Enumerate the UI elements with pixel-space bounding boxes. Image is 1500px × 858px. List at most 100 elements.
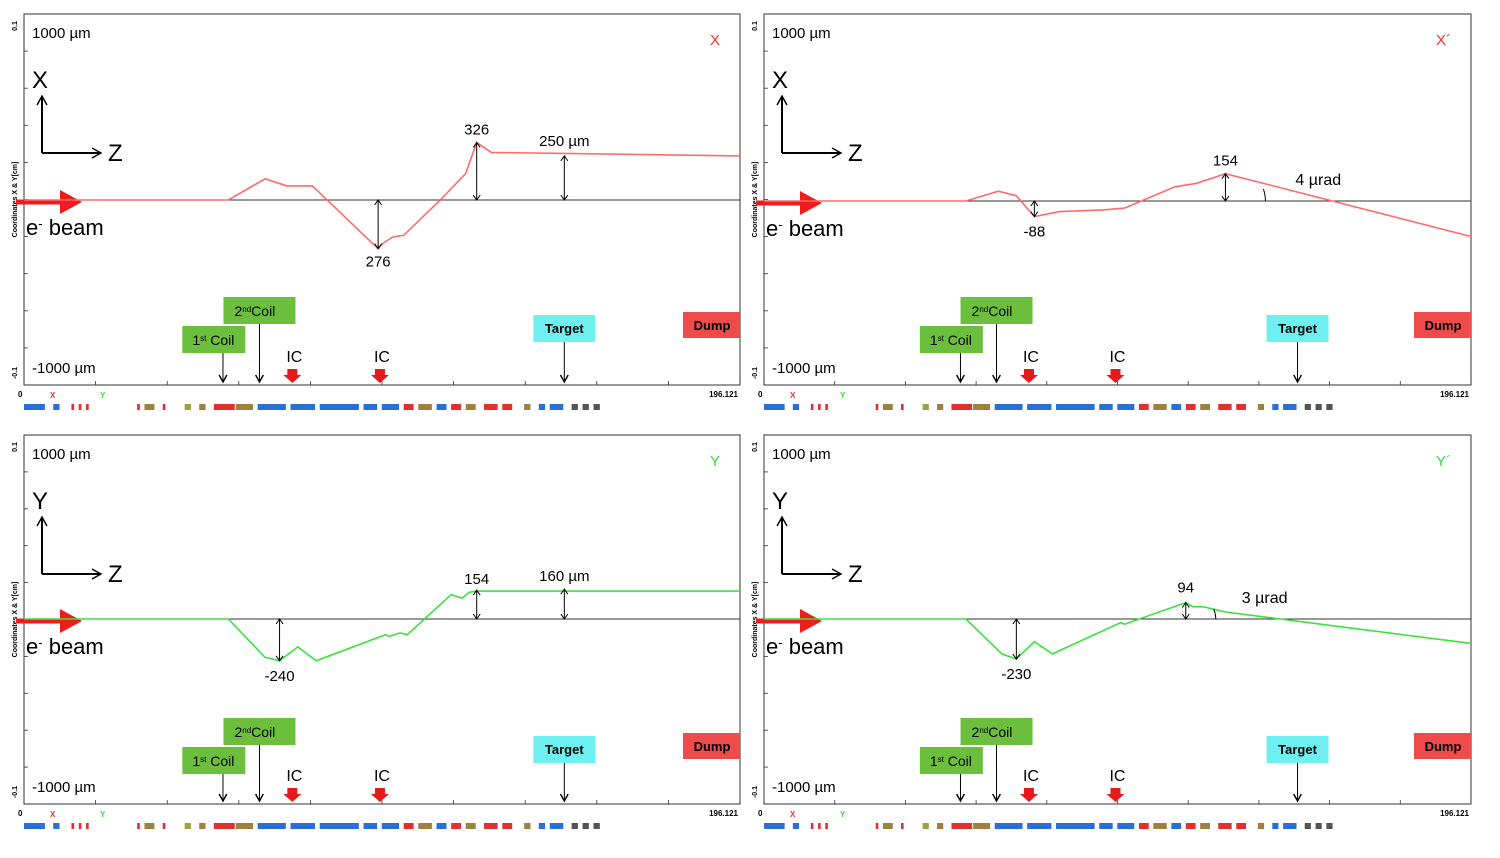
lattice-element	[144, 823, 155, 829]
ic-label-1: IC	[286, 768, 302, 785]
vertical-axis-letter: Y	[32, 488, 48, 515]
panel-x: Coordinates X & Y[cm] 0.1 -0.1 1000 µm -1000…	[12, 13, 741, 410]
ruler-y-marker: Y	[100, 391, 106, 400]
offset-arrow-head-top	[560, 155, 569, 162]
peak-value: 326	[464, 121, 489, 138]
lattice-element	[78, 823, 82, 829]
lattice-element	[1055, 823, 1095, 829]
lattice-element	[1055, 404, 1095, 410]
peak-arrow-head-top	[1181, 601, 1190, 608]
panel-yprime: Coordinates X & Y[cm] 0.1 -0.1 1000 µm -1000…	[752, 434, 1472, 829]
beam-arrowhead	[800, 609, 822, 633]
y-tick-label-top: 0.1	[752, 442, 759, 452]
coil2-pointer-head	[992, 793, 1001, 803]
lattice-element	[538, 404, 546, 410]
lattice-element	[162, 823, 166, 829]
lattice-element	[1315, 404, 1322, 410]
lattice-element	[71, 404, 75, 410]
coil2-pointer-head	[992, 374, 1001, 384]
dip-arrow-head-top	[1030, 200, 1039, 207]
lattice-element	[1200, 823, 1211, 829]
lattice-element	[1117, 823, 1135, 829]
lattice-element	[436, 823, 447, 829]
target-pointer-head	[1293, 793, 1302, 803]
coil2-label: 2ndCoil	[972, 303, 1013, 319]
ruler-end: 196.121	[1440, 809, 1469, 818]
dump-box	[683, 733, 740, 759]
lattice-element	[1315, 823, 1322, 829]
lattice-element	[582, 823, 589, 829]
lattice-element	[403, 823, 414, 829]
target-pointer-head	[559, 374, 569, 384]
lattice-element	[825, 823, 828, 829]
lattice-element	[524, 823, 531, 829]
coil1-box	[919, 747, 983, 774]
lattice-element	[1326, 823, 1333, 829]
dip-value: -230	[1001, 666, 1031, 683]
target-box	[1266, 315, 1329, 342]
dip-arrow-head-top	[1012, 618, 1021, 625]
lattice-element	[1272, 404, 1279, 410]
coil1-box	[919, 326, 983, 353]
lattice-element	[937, 823, 944, 829]
dip-value: -240	[265, 668, 295, 685]
lattice-element	[882, 823, 893, 829]
coil2-box	[223, 718, 296, 745]
lattice-element	[290, 823, 316, 829]
lattice-element	[24, 404, 45, 410]
ic-label-1: IC	[1023, 349, 1039, 366]
lattice-element	[875, 404, 879, 410]
ic-marker-2	[370, 788, 389, 802]
vertical-axis-letter: Y	[772, 488, 788, 515]
corner-label: X´	[1436, 32, 1451, 49]
top-scale-label: 1000 µm	[32, 25, 91, 42]
lattice-element	[900, 823, 904, 829]
y-tick-label-top: 0.1	[12, 21, 19, 31]
lattice-element	[502, 404, 513, 410]
lattice-element	[137, 823, 140, 829]
lattice-element	[810, 404, 814, 410]
dump-label: Dump	[694, 318, 731, 333]
z-axis-letter: Z	[108, 140, 123, 167]
ic-marker-2	[1106, 788, 1125, 802]
y-axis-label: Coordinates X & Y[cm]	[752, 162, 759, 238]
ruler-start: 0	[18, 390, 23, 399]
trace-line	[24, 141, 741, 250]
lattice-element	[24, 823, 45, 829]
target-box	[1266, 736, 1329, 763]
lattice-element	[484, 404, 498, 410]
lattice-element	[381, 404, 400, 410]
coil1-pointer-head	[218, 374, 228, 384]
bottom-scale-label: -1000 µm	[32, 779, 96, 796]
beam-label: e- beam	[26, 634, 104, 659]
ic-marker-2	[1106, 369, 1125, 383]
coil1-label: 1st Coil	[192, 753, 234, 769]
target-pointer-head	[1293, 374, 1302, 384]
lattice-element	[465, 823, 476, 829]
ic-label-1: IC	[1023, 768, 1039, 785]
ruler-y-marker: Y	[840, 810, 846, 819]
dip-value: 276	[366, 254, 391, 271]
y-axis-label: Coordinates X & Y[cm]	[12, 582, 19, 658]
lattice-element	[582, 404, 589, 410]
lattice-element	[235, 404, 254, 410]
coil1-pointer-head	[218, 793, 228, 803]
lattice-element	[1027, 823, 1052, 829]
z-axis-letter: Z	[848, 140, 863, 167]
lattice-element	[1153, 404, 1167, 410]
coil1-label: 1st Coil	[930, 753, 972, 769]
ruler-x-marker: X	[50, 810, 56, 819]
y-axis-label: Coordinates X & Y[cm]	[12, 162, 19, 238]
vertical-axis-arrowhead	[776, 515, 788, 527]
ruler-y-marker: Y	[100, 810, 106, 819]
lattice-element	[71, 823, 75, 829]
lattice-element	[1304, 404, 1311, 410]
y-tick-label-top: 0.1	[12, 442, 19, 452]
bottom-scale-label: -1000 µm	[772, 779, 836, 796]
dip-arrow-head-top	[374, 199, 383, 206]
vertical-axis-arrowhead	[776, 94, 788, 106]
lattice-element	[1257, 823, 1265, 829]
lattice-element	[1153, 823, 1167, 829]
dump-box	[1414, 312, 1471, 338]
offset-arrow-head-bottom	[560, 194, 569, 201]
